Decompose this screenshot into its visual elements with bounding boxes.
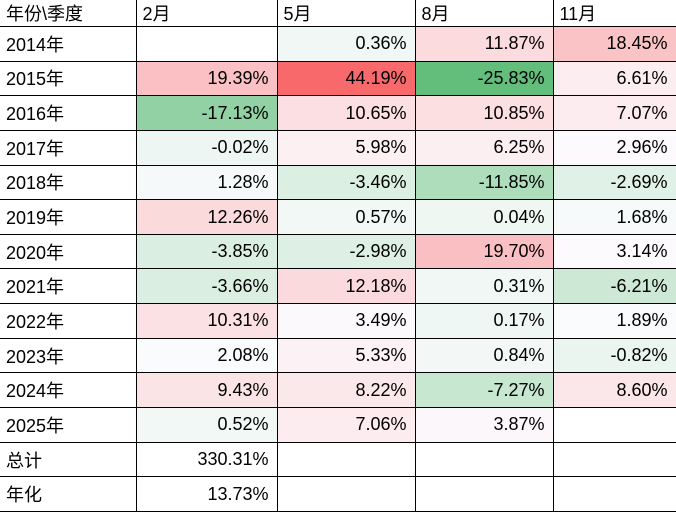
value-cell[interactable]: 2.96% [552,129,676,166]
value-cell[interactable]: 12.26% [135,199,278,235]
value-cell[interactable]: 19.70% [414,233,554,270]
value-cell[interactable]: 10.85% [414,95,554,131]
column-header[interactable]: 2月 [135,0,278,27]
row-header[interactable]: 2023年 [0,337,137,374]
value-cell[interactable]: -7.27% [414,372,554,409]
value-cell[interactable]: 0.57% [276,199,416,235]
table-row: 2022年 10.31% 3.49% 0.17% 1.89% [0,303,676,339]
value-cell[interactable] [552,407,676,443]
table-row: 2017年 -0.02% 5.98% 6.25% 2.96% [0,129,676,166]
value-cell[interactable] [552,441,676,478]
table-row: 2019年 12.26% 0.57% 0.04% 1.68% [0,199,676,235]
row-header[interactable]: 年化 [0,476,137,512]
value-cell[interactable]: 0.36% [276,26,416,62]
value-cell[interactable]: 6.61% [552,60,676,97]
value-cell[interactable] [276,476,416,512]
value-cell[interactable]: 10.65% [276,95,416,131]
row-header[interactable]: 2014年 [0,26,137,62]
row-header[interactable]: 2015年 [0,60,137,97]
row-header[interactable]: 2019年 [0,199,137,235]
value-cell[interactable]: -25.83% [414,60,554,97]
value-cell[interactable]: 3.14% [552,233,676,270]
table-row: 2015年 19.39% 44.19% -25.83% 6.61% [0,60,676,97]
value-cell[interactable]: -17.13% [135,95,278,131]
row-header[interactable]: 2022年 [0,303,137,339]
value-cell[interactable]: 0.52% [135,407,278,443]
value-cell[interactable]: -3.66% [135,268,278,305]
value-cell[interactable] [552,476,676,512]
table-row: 总计 330.31% [0,441,676,478]
column-header[interactable]: 8月 [414,0,554,27]
value-cell[interactable]: 7.06% [276,407,416,443]
value-cell[interactable]: -11.85% [414,164,554,201]
table-row: 2025年 0.52% 7.06% 3.87% [0,407,676,443]
value-cell[interactable]: 6.25% [414,129,554,166]
row-header[interactable]: 2016年 [0,95,137,131]
value-cell[interactable]: -2.98% [276,233,416,270]
row-header[interactable]: 2017年 [0,129,137,166]
value-cell[interactable]: 2.08% [135,337,278,374]
value-cell[interactable]: 0.17% [414,303,554,339]
value-cell[interactable]: 8.22% [276,372,416,409]
value-cell[interactable]: 0.04% [414,199,554,235]
value-cell[interactable]: 44.19% [276,60,416,97]
value-cell[interactable]: 330.31% [135,441,278,478]
value-cell[interactable]: -6.21% [552,268,676,305]
value-cell[interactable]: -0.82% [552,337,676,374]
table-row: 2014年 0.36% 11.87% 18.45% [0,26,676,62]
value-cell[interactable] [135,26,278,62]
value-cell[interactable]: -2.69% [552,164,676,201]
value-cell[interactable] [276,441,416,478]
value-cell[interactable]: 5.33% [276,337,416,374]
value-cell[interactable]: 5.98% [276,129,416,166]
value-cell[interactable]: 19.39% [135,60,278,97]
value-cell[interactable] [414,441,554,478]
value-cell[interactable]: -0.02% [135,129,278,166]
row-header[interactable]: 2020年 [0,233,137,270]
corner-header[interactable]: 年份\季度 [0,0,137,27]
value-cell[interactable]: 1.28% [135,164,278,201]
value-cell[interactable]: 1.68% [552,199,676,235]
value-cell[interactable]: 12.18% [276,268,416,305]
value-cell[interactable]: 9.43% [135,372,278,409]
table-row: 2018年 1.28% -3.46% -11.85% -2.69% [0,164,676,201]
table-row: 2021年 -3.66% 12.18% 0.31% -6.21% [0,268,676,305]
table-row: 年化 13.73% [0,476,676,512]
value-cell[interactable]: -3.85% [135,233,278,270]
value-cell[interactable]: 1.89% [552,303,676,339]
value-cell[interactable]: 13.73% [135,476,278,512]
value-cell[interactable]: 11.87% [414,26,554,62]
row-header[interactable]: 2021年 [0,268,137,305]
value-cell[interactable]: 3.49% [276,303,416,339]
value-cell[interactable]: -3.46% [276,164,416,201]
value-cell[interactable]: 18.45% [552,26,676,62]
header-row: 年份\季度 2月 5月 8月 11月 [0,0,676,27]
row-header[interactable]: 2018年 [0,164,137,201]
table-row: 2023年 2.08% 5.33% 0.84% -0.82% [0,337,676,374]
row-header[interactable]: 总计 [0,441,137,478]
column-header[interactable]: 5月 [276,0,416,27]
table-row: 2024年 9.43% 8.22% -7.27% 8.60% [0,372,676,409]
value-cell[interactable] [414,476,554,512]
table-row: 2016年 -17.13% 10.65% 10.85% 7.07% [0,95,676,131]
row-header[interactable]: 2024年 [0,372,137,409]
value-cell[interactable]: 8.60% [552,372,676,409]
value-cell[interactable]: 7.07% [552,95,676,131]
value-cell[interactable]: 0.31% [414,268,554,305]
table-body: 2014年 0.36% 11.87% 18.45% 2015年 19.39% 44.19% -… [0,26,676,512]
row-header[interactable]: 2025年 [0,407,137,443]
table-row: 2020年 -3.85% -2.98% 19.70% 3.14% [0,233,676,270]
value-cell[interactable]: 10.31% [135,303,278,339]
column-header[interactable]: 11月 [552,0,676,27]
value-cell[interactable]: 3.87% [414,407,554,443]
value-cell[interactable]: 0.84% [414,337,554,374]
